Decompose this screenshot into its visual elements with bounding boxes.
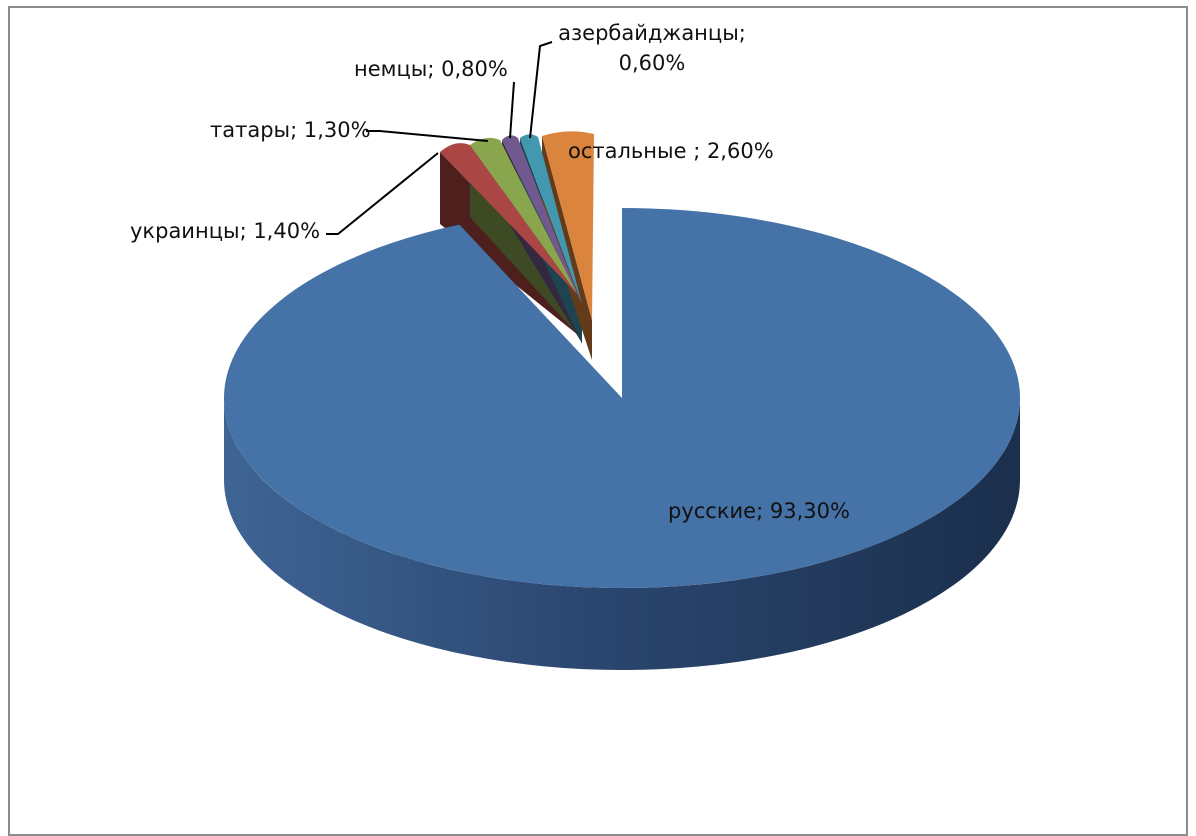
- data-label-остальные: остальные ; 2,60%: [568, 139, 774, 163]
- pie-tops: [223, 131, 1020, 589]
- data-label-русские: русские; 93,30%: [668, 499, 850, 523]
- data-label-украинцы: украинцы; 1,40%: [130, 219, 320, 243]
- data-label-татары: татары; 1,30%: [210, 118, 371, 142]
- leader-line-немцы: [509, 81, 515, 139]
- slice-русские: [223, 208, 1020, 589]
- data-label-азербайджанцы: азербайджанцы; 0,60%: [558, 21, 746, 75]
- data-label-немцы: немцы; 0,80%: [354, 57, 508, 81]
- slice-остальные: [542, 131, 594, 320]
- slice-татары: [470, 137, 578, 295]
- label-leaders: [326, 41, 553, 235]
- leader-line-украинцы: [326, 152, 439, 235]
- leader-line-азербайджанцы: [529, 41, 553, 139]
- slice-немцы: [502, 135, 580, 300]
- slice-азербайджанцы: [520, 134, 582, 304]
- leader-line-татары: [366, 130, 489, 142]
- slice-side-0: [224, 398, 1020, 670]
- pie-chart: русские; 93,30% украинцы; 1,40% татары; 1,…: [130, 21, 1020, 670]
- slice-украинцы: [440, 143, 578, 295]
- data-labels: русские; 93,30% украинцы; 1,40% татары; 1,…: [130, 21, 850, 523]
